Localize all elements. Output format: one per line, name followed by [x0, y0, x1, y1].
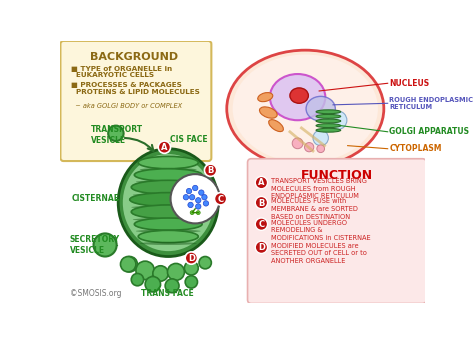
Circle shape: [313, 130, 328, 146]
Text: ©SMOSIS.org: ©SMOSIS.org: [70, 289, 121, 298]
Text: PROTEINS & LIPID MOLECULES: PROTEINS & LIPID MOLECULES: [71, 89, 200, 95]
Ellipse shape: [133, 193, 204, 196]
Ellipse shape: [138, 157, 198, 169]
Ellipse shape: [118, 149, 219, 256]
Ellipse shape: [140, 242, 197, 245]
Text: FUNCTION: FUNCTION: [301, 169, 373, 182]
Text: CIS FACE: CIS FACE: [170, 135, 208, 144]
Ellipse shape: [140, 168, 197, 171]
Circle shape: [185, 276, 198, 288]
Circle shape: [204, 164, 217, 176]
Circle shape: [190, 211, 194, 214]
Text: ■ PROCESSES & PACKAGES: ■ PROCESSES & PACKAGES: [71, 83, 182, 89]
Ellipse shape: [316, 115, 341, 118]
Circle shape: [131, 273, 144, 286]
Circle shape: [171, 174, 220, 223]
Ellipse shape: [258, 92, 273, 102]
Ellipse shape: [290, 88, 309, 103]
Circle shape: [328, 111, 347, 130]
Ellipse shape: [316, 119, 341, 123]
Circle shape: [145, 277, 161, 292]
Circle shape: [255, 176, 267, 189]
Text: B: B: [208, 166, 214, 175]
Circle shape: [199, 256, 211, 269]
Text: EUKARYOTIC CELLS: EUKARYOTIC CELLS: [71, 73, 155, 78]
Circle shape: [158, 141, 171, 153]
Text: CYTOPLASM: CYTOPLASM: [389, 144, 442, 153]
Circle shape: [184, 261, 198, 275]
Text: BACKGROUND: BACKGROUND: [90, 52, 178, 62]
Circle shape: [255, 196, 267, 209]
Circle shape: [136, 261, 155, 280]
Ellipse shape: [316, 124, 341, 128]
Circle shape: [202, 194, 207, 200]
Ellipse shape: [134, 218, 202, 230]
Text: NUCLEUS: NUCLEUS: [389, 79, 429, 88]
Circle shape: [165, 279, 179, 293]
Circle shape: [203, 201, 209, 206]
Text: A: A: [161, 143, 168, 152]
Circle shape: [186, 188, 191, 194]
Text: C: C: [218, 195, 224, 204]
Circle shape: [192, 185, 198, 191]
Text: D: D: [258, 243, 265, 252]
Circle shape: [196, 204, 201, 209]
Ellipse shape: [138, 230, 198, 243]
Circle shape: [214, 193, 227, 205]
Circle shape: [304, 143, 314, 152]
Text: MODIFIED MOLECULES are
SECRETED OUT of CELL or to
ANOTHER ORGANELLE: MODIFIED MOLECULES are SECRETED OUT of C…: [272, 243, 367, 264]
Circle shape: [120, 256, 136, 272]
Text: TRANSPORT
VESICLE: TRANSPORT VESICLE: [91, 125, 143, 145]
Circle shape: [317, 145, 325, 152]
Ellipse shape: [259, 107, 277, 118]
Ellipse shape: [306, 97, 335, 121]
Text: GOLGI APPARATUS: GOLGI APPARATUS: [389, 127, 469, 136]
Text: ROUGH ENDOPLASMIC
RETICULUM: ROUGH ENDOPLASMIC RETICULUM: [389, 97, 473, 110]
Circle shape: [188, 202, 193, 208]
Ellipse shape: [136, 180, 201, 183]
Circle shape: [255, 241, 267, 253]
Ellipse shape: [131, 206, 205, 209]
Text: MOLECULES FUSE with
MEMBRANE & are SORTED
BASED on DESTINATION: MOLECULES FUSE with MEMBRANE & are SORTE…: [272, 198, 358, 220]
Text: C: C: [258, 220, 264, 229]
Circle shape: [122, 256, 137, 272]
Circle shape: [199, 190, 204, 195]
FancyBboxPatch shape: [61, 41, 211, 161]
Text: TRANSPORT VESICLES BRING
MOLECULES from ROUGH
ENDOPLASMIC RETICULUM: TRANSPORT VESICLES BRING MOLECULES from …: [272, 178, 367, 199]
Ellipse shape: [131, 205, 205, 219]
Text: A: A: [258, 178, 264, 188]
Text: B: B: [258, 198, 264, 208]
Ellipse shape: [316, 110, 341, 114]
Ellipse shape: [136, 229, 201, 233]
Circle shape: [167, 264, 184, 280]
Ellipse shape: [123, 154, 214, 251]
FancyBboxPatch shape: [247, 159, 426, 303]
Ellipse shape: [130, 193, 207, 206]
Circle shape: [255, 218, 267, 230]
Circle shape: [190, 194, 195, 200]
Text: D: D: [188, 254, 195, 263]
Circle shape: [292, 138, 303, 149]
Circle shape: [108, 125, 124, 141]
Ellipse shape: [270, 74, 325, 120]
Ellipse shape: [269, 120, 283, 132]
Ellipse shape: [227, 50, 384, 167]
Circle shape: [196, 198, 201, 203]
Ellipse shape: [316, 128, 341, 132]
Ellipse shape: [131, 180, 205, 194]
Text: ■ TYPE of ORGANELLE in: ■ TYPE of ORGANELLE in: [71, 65, 173, 72]
Text: TRANS FACE: TRANS FACE: [141, 289, 194, 298]
Text: MOLECULES UNDERGO
REMODELING &
MODIFICATIONS in CISTERNAE: MOLECULES UNDERGO REMODELING & MODIFICAT…: [272, 220, 371, 241]
Circle shape: [183, 194, 189, 200]
Ellipse shape: [133, 218, 204, 221]
Text: CISTERNAE: CISTERNAE: [72, 194, 120, 203]
Text: ~ aka GOLGI BODY or COMPLEX: ~ aka GOLGI BODY or COMPLEX: [71, 103, 182, 108]
Circle shape: [153, 266, 168, 281]
Text: SECRETORY
VESICLE: SECRETORY VESICLE: [70, 235, 120, 255]
Circle shape: [93, 234, 117, 256]
Ellipse shape: [233, 55, 378, 163]
Ellipse shape: [134, 169, 202, 181]
Circle shape: [185, 252, 198, 264]
Circle shape: [196, 211, 200, 214]
